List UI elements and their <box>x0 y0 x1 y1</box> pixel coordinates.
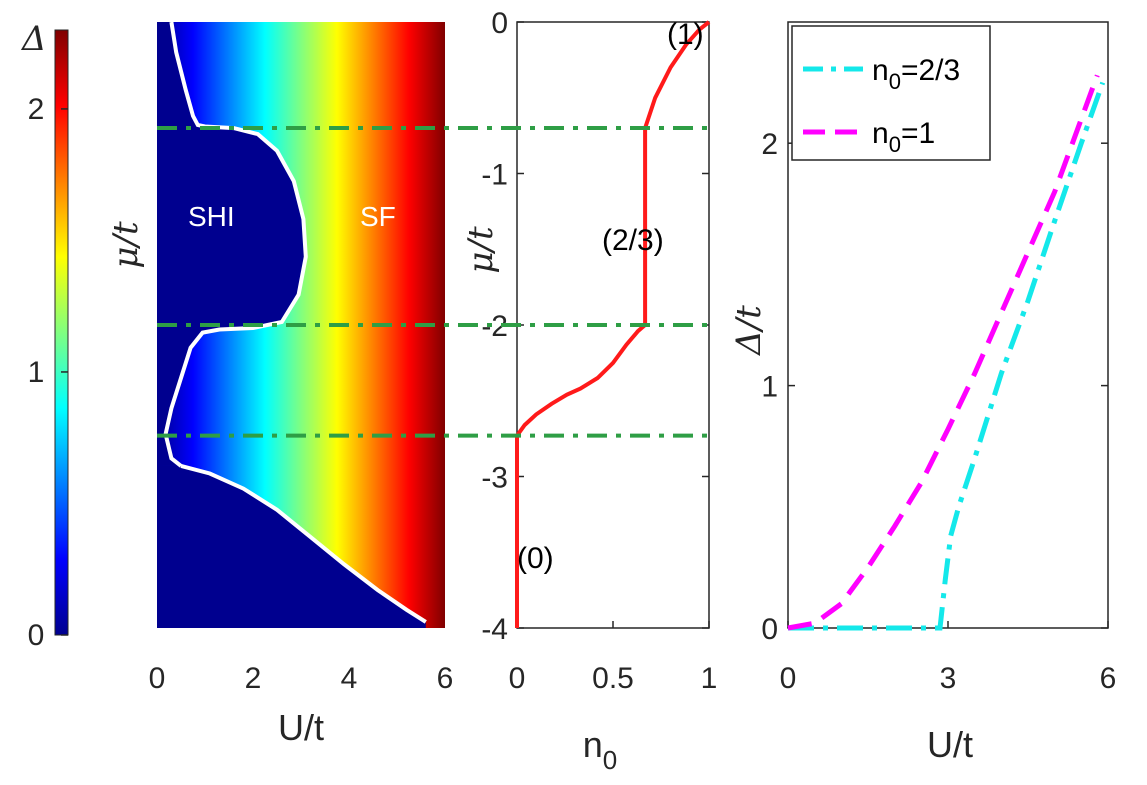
shi-region <box>157 22 306 466</box>
colorbar-label: Δ <box>20 19 47 59</box>
n0-ytick-label: 0 <box>491 7 508 40</box>
region-label-shi: SHI <box>188 201 235 232</box>
gap-xlabel: U/t <box>927 724 973 765</box>
n0-xlabel-sub: 0 <box>603 745 617 775</box>
colorbar-tick-label: 1 <box>28 356 45 389</box>
region-label-sf: SF <box>360 201 396 232</box>
low-mu-region <box>157 465 426 628</box>
n0-curve <box>515 20 711 628</box>
n0-ytick-label: -4 <box>481 613 508 646</box>
colorbar-gradient <box>54 29 69 636</box>
legend-cyan-name: n <box>872 54 889 87</box>
phase-diagram: SHI SF 0 2 4 6 μ/t U/t <box>106 22 453 748</box>
legend-magenta-sub: 0 <box>889 132 901 157</box>
phase-boundary-upper <box>163 22 308 468</box>
n0-ytick-label: -1 <box>481 159 508 192</box>
n0-plot: 0-1-2-3-40 0.5 1 (1) (2/3) (0) μ/t n0 <box>461 7 717 775</box>
annotation-n0-1: (1) <box>667 18 704 51</box>
phase-xlabel: U/t <box>278 707 324 748</box>
phase-ylabel: μ/t <box>106 221 146 269</box>
annotation-n0-0: (0) <box>517 542 554 575</box>
colorbar: Δ 0 1 2 <box>20 19 69 652</box>
n0-xtick-label: 1 <box>701 662 718 695</box>
gap-ylabel: Δ/t <box>729 305 769 357</box>
gap-ytick-label: 2 <box>761 128 778 161</box>
gap-ytick-label: 1 <box>761 371 778 404</box>
phase-xtick-label: 4 <box>341 662 358 695</box>
n0-xlabel: n0 <box>583 724 618 775</box>
n0-xlabel-main: n <box>583 724 603 765</box>
gap-xtick-label: 0 <box>780 662 797 695</box>
annotation-n0-2-3: (2/3) <box>602 224 664 257</box>
legend: n0=2/3 n0=1 <box>791 25 991 161</box>
n0-ylabel: μ/t <box>461 226 501 274</box>
colorbar-tick-label: 2 <box>28 93 45 126</box>
gap-xtick-label: 3 <box>940 662 957 695</box>
n0-xtick-label: 0 <box>509 662 526 695</box>
legend-entry-magenta: n0=1 <box>872 117 935 157</box>
legend-cyan-suffix: =2/3 <box>901 54 960 87</box>
n0-xtick-label: 0.5 <box>592 662 634 695</box>
phase-xtick-label: 2 <box>245 662 262 695</box>
legend-magenta-suffix: =1 <box>901 117 935 150</box>
legend-box <box>791 25 991 161</box>
phase-xtick-label: 0 <box>149 662 166 695</box>
legend-entry-cyan: n0=2/3 <box>872 54 960 94</box>
legend-cyan-sub: 0 <box>889 69 901 94</box>
series-n0-1 <box>787 74 1100 631</box>
colorbar-tick-label: 0 <box>28 619 45 652</box>
phase-xtick-label: 6 <box>437 662 454 695</box>
gap-xtick-label: 6 <box>1100 662 1117 695</box>
n0-ytick-label: -3 <box>481 462 508 495</box>
phase-boundary-lower <box>180 463 427 624</box>
gap-ytick-label: 0 <box>761 613 778 646</box>
dash-dot-lines <box>157 126 712 438</box>
series-n0-2-3 <box>788 81 1106 631</box>
legend-magenta-name: n <box>872 117 889 150</box>
